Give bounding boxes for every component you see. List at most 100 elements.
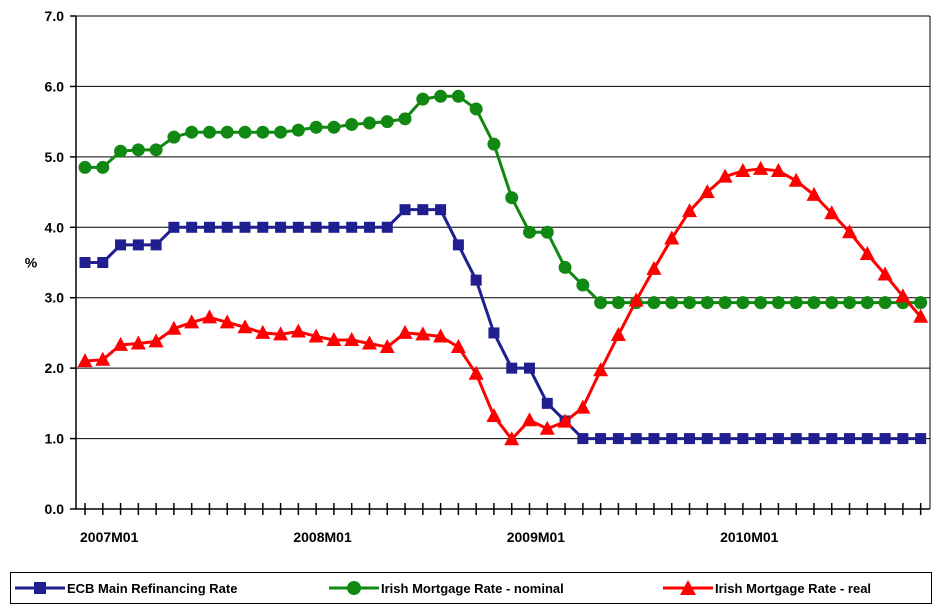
data-point-square <box>755 433 767 445</box>
data-point-circle <box>647 296 661 310</box>
data-point-square <box>844 433 856 445</box>
data-point-circle <box>700 296 714 310</box>
y-tick-label: 4.0 <box>45 219 65 235</box>
data-point-circle <box>843 296 857 310</box>
tick-labels: 0.0 1.0 2.0 3.0 4.0 5.0 6.0 7.0% 2007M01 2008M01 2… <box>25 8 779 545</box>
data-point-square <box>879 433 891 445</box>
data-point-triangle <box>895 288 911 303</box>
data-point-circle <box>451 89 465 103</box>
data-point-triangle <box>397 324 413 339</box>
data-point-square <box>719 433 731 445</box>
data-point-triangle <box>717 168 733 183</box>
data-point-triangle <box>148 333 164 348</box>
data-point-triangle <box>433 328 449 343</box>
data-point-triangle <box>699 184 715 199</box>
data-point-triangle <box>610 327 626 342</box>
data-point-triangle <box>486 408 502 423</box>
data-point-circle <box>345 117 359 131</box>
data-point-square <box>826 433 838 445</box>
data-point-triangle <box>450 339 466 354</box>
data-point-circle <box>718 296 732 310</box>
data-point-circle <box>220 125 234 139</box>
data-point-circle <box>683 296 697 310</box>
data-point-triangle <box>824 205 840 220</box>
data-point-square <box>648 433 660 445</box>
series-line-0 <box>85 208 921 441</box>
data-point-triangle <box>361 335 377 350</box>
data-point-circle <box>398 112 412 126</box>
data-point-square <box>595 433 607 445</box>
data-point-square <box>132 239 144 251</box>
data-point-triangle <box>593 362 609 377</box>
y-tick-label: 5.0 <box>45 149 65 165</box>
data-point-circle <box>771 296 785 310</box>
data-point-circle <box>185 125 199 139</box>
data-point-triangle <box>664 230 680 245</box>
data-point-square <box>915 433 927 445</box>
data-point-triangle <box>95 351 111 366</box>
data-point-triangle <box>770 162 786 177</box>
data-point-square <box>239 221 251 233</box>
data-point-circle <box>309 120 323 134</box>
y-axis-label: % <box>25 255 38 271</box>
data-point-triangle <box>628 292 644 307</box>
series-layer <box>77 89 929 446</box>
data-point-circle <box>362 116 376 130</box>
data-point-square <box>97 257 109 268</box>
data-point-circle <box>131 143 145 157</box>
legend-label-real: Irish Mortgage Rate - real <box>715 580 872 596</box>
x-tick-label: 2010M01 <box>720 529 779 545</box>
data-point-triangle <box>557 413 573 428</box>
data-point-square <box>684 433 696 445</box>
data-point-triangle <box>539 420 555 435</box>
data-point-square <box>577 433 589 445</box>
data-point-square <box>506 362 518 374</box>
legend-swatch-circle-icon <box>329 581 379 595</box>
data-point-circle <box>736 296 750 310</box>
data-point-triangle <box>913 308 929 323</box>
data-point-circle <box>167 130 181 144</box>
data-point-square <box>346 221 358 233</box>
data-point-triangle <box>130 335 146 350</box>
data-point-square <box>292 221 304 233</box>
data-point-square <box>452 239 464 251</box>
data-point-square <box>381 221 393 233</box>
data-point-circle <box>291 123 305 137</box>
data-point-circle <box>469 102 483 116</box>
data-point-triangle <box>344 331 360 346</box>
y-tick-label: 0.0 <box>45 501 65 517</box>
data-point-triangle <box>806 186 822 201</box>
data-point-square <box>541 397 553 409</box>
data-point-triangle <box>379 339 395 354</box>
data-point-triangle <box>859 246 875 261</box>
data-point-circle <box>754 296 768 310</box>
data-point-square <box>417 204 429 216</box>
data-point-circle <box>825 296 839 310</box>
data-point-circle <box>558 260 572 274</box>
data-point-square <box>897 433 909 445</box>
data-point-triangle <box>237 319 253 334</box>
data-point-triangle <box>682 203 698 218</box>
legend-label-nominal: Irish Mortgage Rate - nominal <box>381 580 564 596</box>
data-point-triangle <box>842 224 858 239</box>
data-point-triangle <box>113 336 129 351</box>
data-point-square <box>363 221 375 233</box>
axes <box>70 15 931 515</box>
x-tick-label: 2007M01 <box>80 529 139 545</box>
data-point-circle <box>274 125 288 139</box>
data-point-circle <box>416 92 430 106</box>
data-point-triangle <box>184 314 200 329</box>
data-point-square <box>666 433 678 445</box>
data-point-triangle <box>77 353 93 368</box>
data-point-circle <box>789 296 803 310</box>
data-point-triangle <box>166 320 182 335</box>
data-point-square <box>168 221 180 233</box>
x-tick-label: 2009M01 <box>507 529 566 545</box>
data-point-square <box>328 221 340 233</box>
data-point-triangle <box>201 309 217 324</box>
data-point-triangle <box>273 326 289 341</box>
legend-item-ecb: ECB Main Refinancing Rate <box>15 573 237 603</box>
data-point-triangle <box>415 326 431 341</box>
data-point-triangle <box>753 160 769 175</box>
data-point-square <box>399 204 411 216</box>
